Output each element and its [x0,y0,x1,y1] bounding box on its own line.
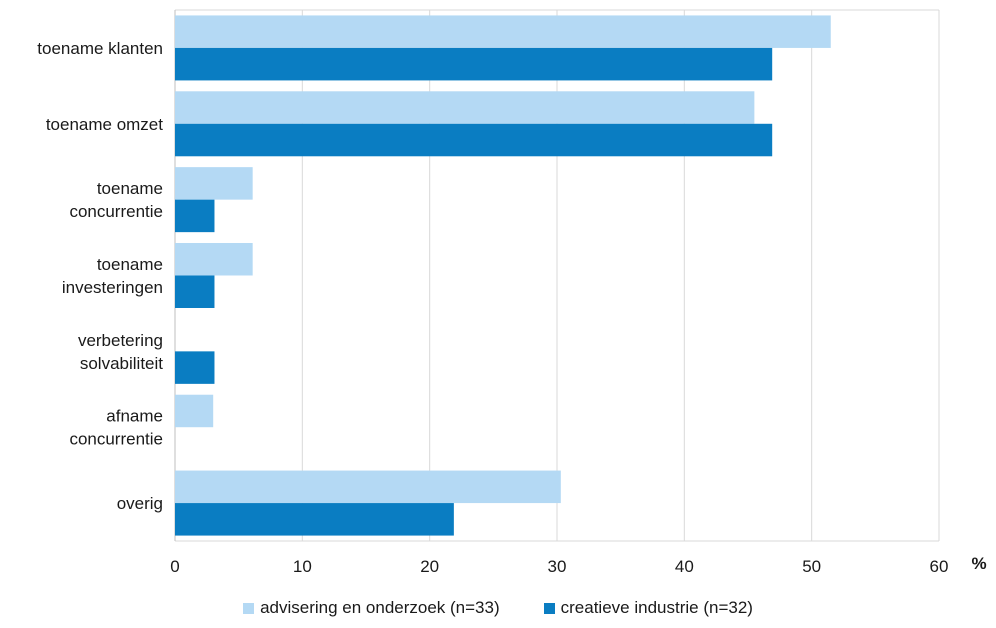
gridlines [174,9,940,542]
category-label: overig [117,494,163,513]
bar-creatieve [175,275,215,308]
bars [175,15,831,536]
bar-creatieve [175,199,215,233]
x-tick-label: 30 [548,557,567,576]
legend-item-creatieve: creatieve industrie (n=32) [543,598,753,618]
bar-advisering [175,91,755,124]
legend-swatch-advisering [243,602,255,614]
x-unit-label: % [971,554,986,573]
x-tick-label: 0 [170,557,179,576]
bar-creatieve [175,503,454,536]
category-label: verbetering solvabiliteit [78,331,163,373]
bar-advisering [175,167,253,200]
bar-advisering [175,394,214,428]
bar-creatieve [175,351,215,384]
legend-label-advisering: advisering en onderzoek (n=33) [260,598,500,617]
bar-advisering [175,243,253,276]
x-tick-label: 50 [802,557,821,576]
bar-advisering [175,470,561,504]
legend-label-creatieve: creatieve industrie (n=32) [560,598,753,617]
x-tick-labels: 0 10 20 30 40 50 60 [170,557,948,576]
legend-swatch-creatieve [543,602,555,614]
bar-creatieve [175,123,773,157]
category-label: toename klanten [37,39,163,58]
bar-creatieve [175,47,773,81]
category-label: toename concurrentie [69,179,163,221]
bar-advisering [175,15,831,48]
category-label: toename investeringen [62,255,163,297]
x-tick-label: 60 [930,557,949,576]
category-label: afname concurrentie [69,407,163,449]
x-tick-label: 40 [675,557,694,576]
x-tick-label: 10 [293,557,312,576]
legend: advisering en onderzoek (n=33) creatieve… [0,596,996,620]
x-tick-label: 20 [420,557,439,576]
legend-item-advisering: advisering en onderzoek (n=33) [243,598,500,618]
category-labels: toename klanten toename omzet toename concu… [37,39,163,513]
category-label: toename omzet [46,115,163,134]
